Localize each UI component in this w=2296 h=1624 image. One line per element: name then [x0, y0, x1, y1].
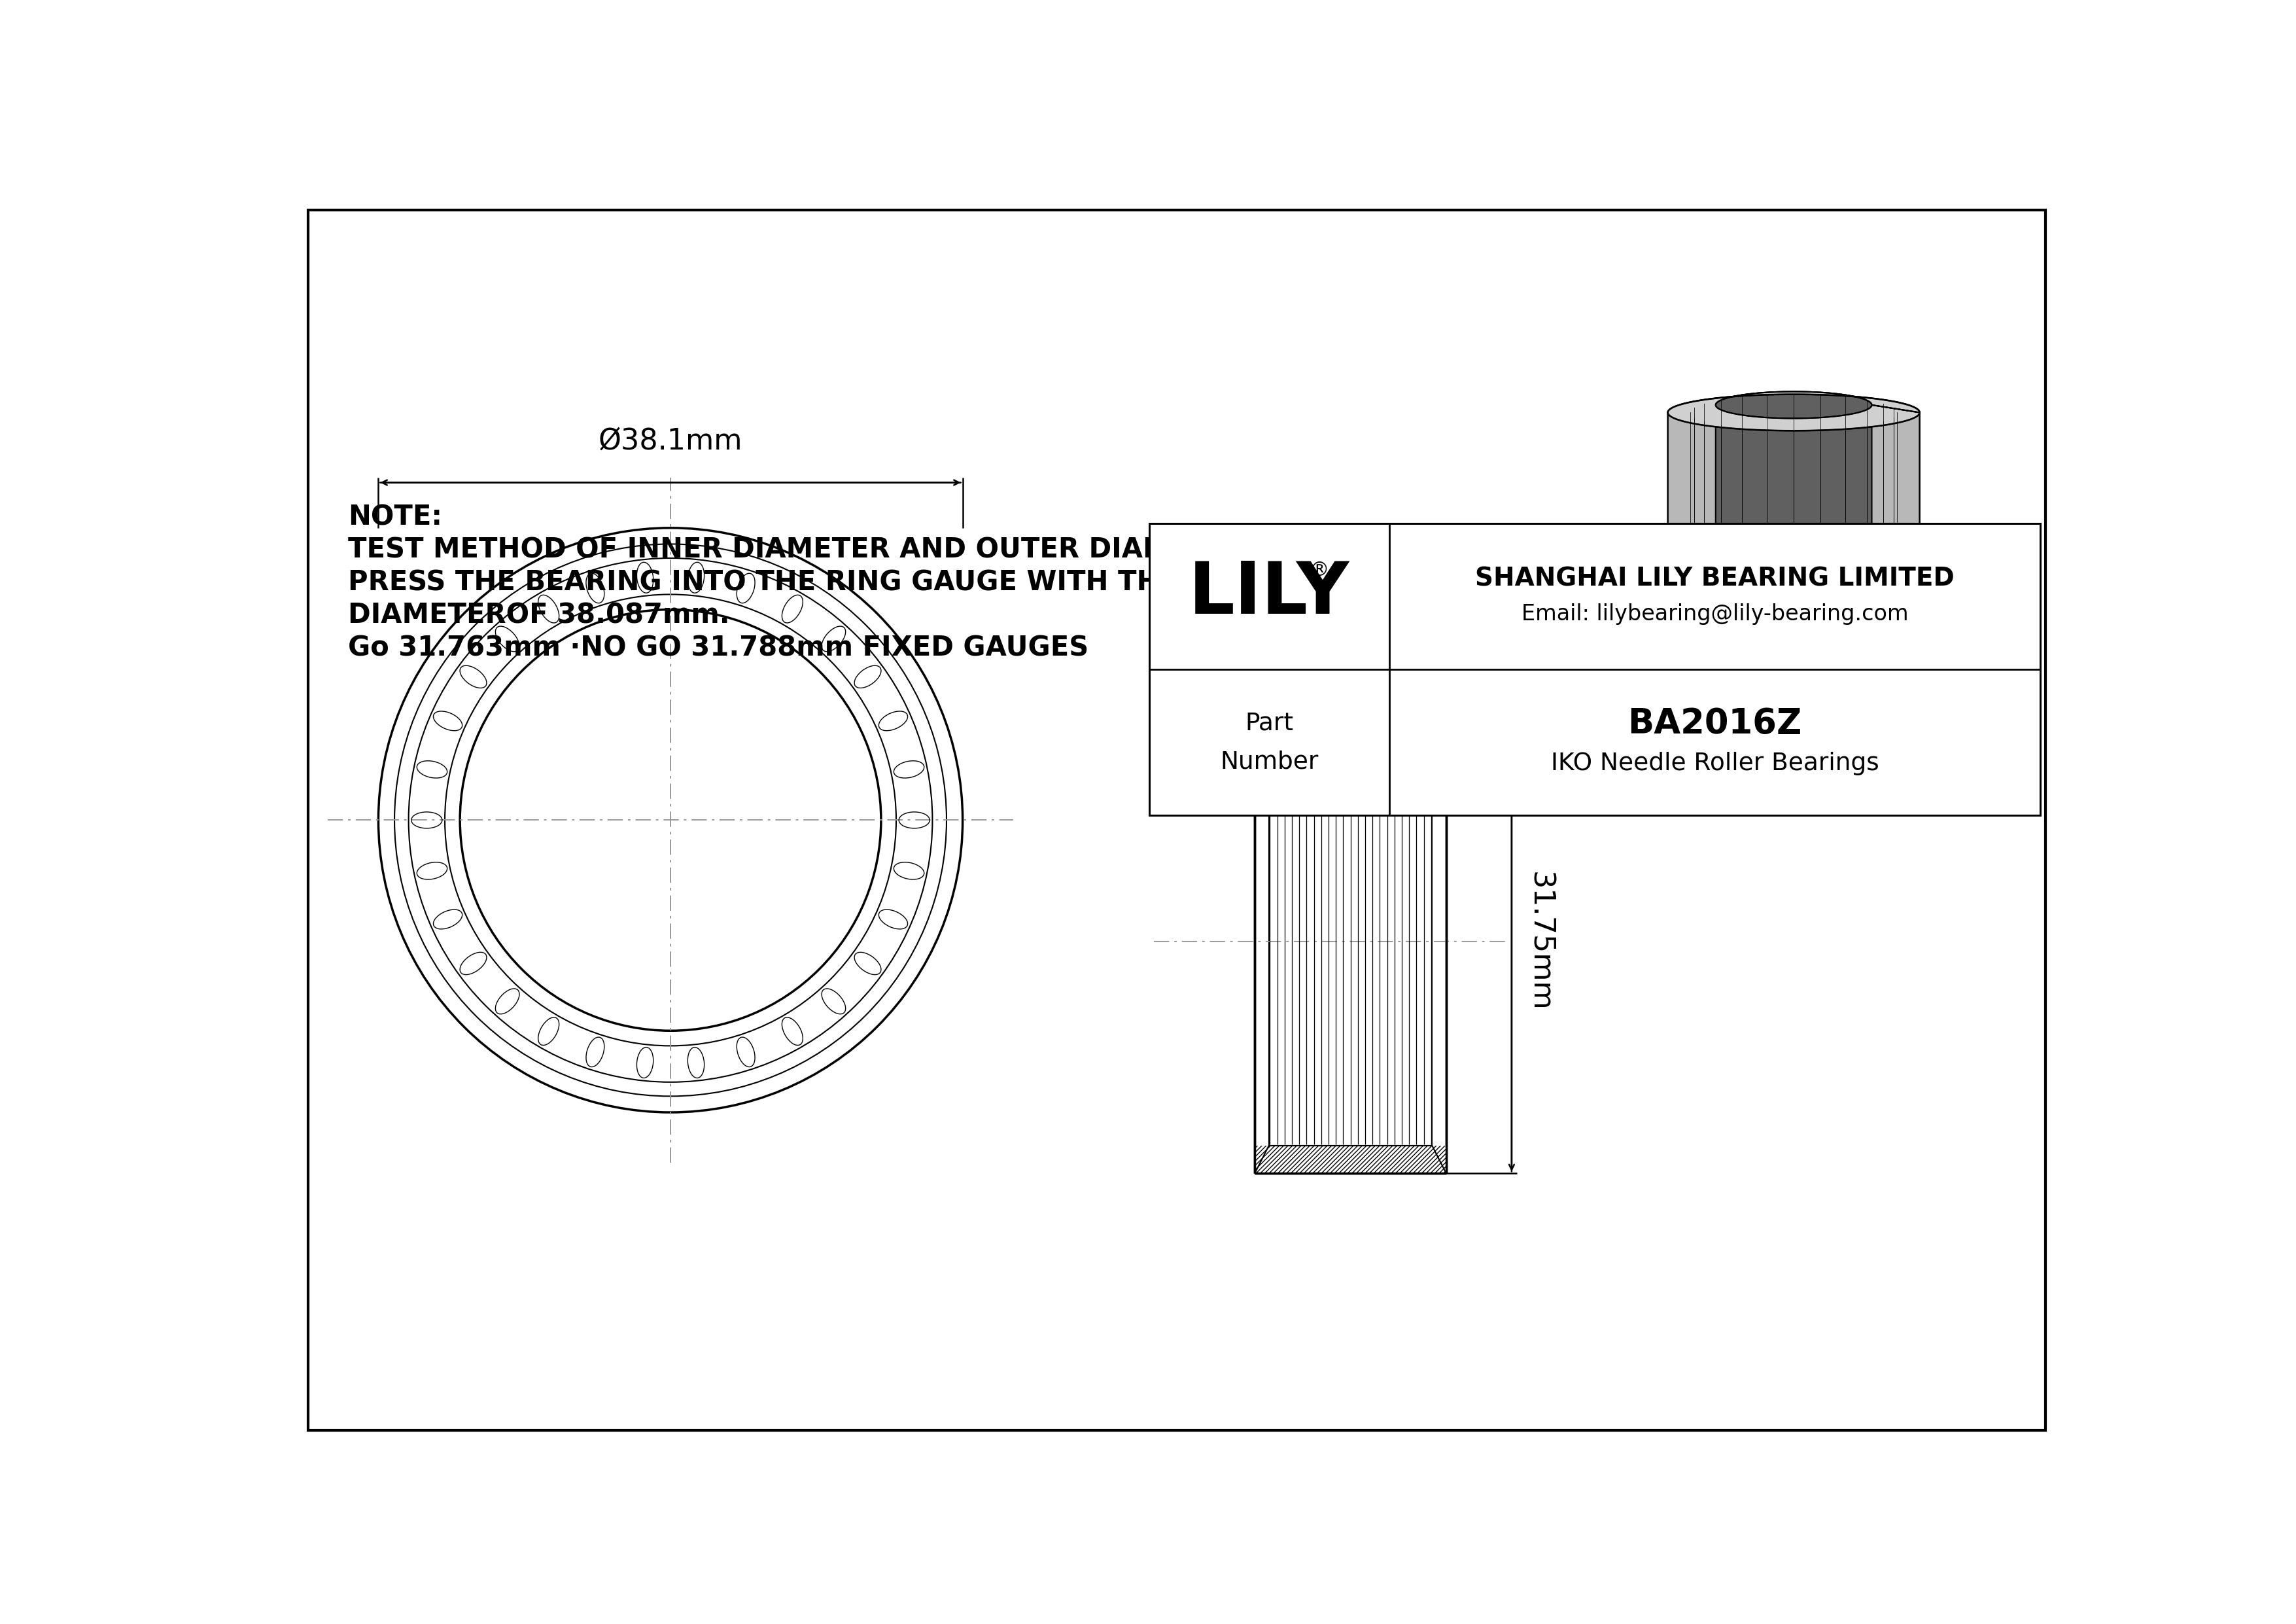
Polygon shape [1667, 395, 1919, 564]
Text: TEST METHOD OF INNER DIAMETER AND OUTER DIAMETER.: TEST METHOD OF INNER DIAMETER AND OUTER … [349, 536, 1258, 564]
Text: BA2016Z: BA2016Z [1628, 706, 1802, 741]
Text: 25.4mm: 25.4mm [1290, 611, 1412, 640]
Text: DIAMETEROF 38.087mm.: DIAMETEROF 38.087mm. [349, 601, 730, 628]
Text: 31.75mm: 31.75mm [1525, 872, 1554, 1012]
Text: Email: lilybearing@lily-bearing.com: Email: lilybearing@lily-bearing.com [1522, 603, 1908, 625]
Polygon shape [1715, 391, 1871, 555]
Text: IKO Needle Roller Bearings: IKO Needle Roller Bearings [1550, 752, 1878, 776]
Text: Ø38.1mm: Ø38.1mm [599, 427, 742, 455]
Bar [1256, 1145, 1446, 1173]
Text: PRESS THE BEARING INTO THE RING GAUGE WITH THE INNER: PRESS THE BEARING INTO THE RING GAUGE WI… [349, 568, 1283, 596]
Bar [1256, 710, 1446, 737]
Text: LILY: LILY [1189, 559, 1350, 628]
Text: SHANGHAI LILY BEARING LIMITED: SHANGHAI LILY BEARING LIMITED [1476, 567, 1954, 591]
Text: ®: ® [1309, 560, 1329, 580]
Text: Go 31.763mm ·NO GO 31.788mm FIXED GAUGES: Go 31.763mm ·NO GO 31.788mm FIXED GAUGES [349, 635, 1088, 661]
Text: NOTE:: NOTE: [349, 503, 443, 531]
Text: Part
Number: Part Number [1219, 711, 1318, 773]
Bar [1148, 523, 2041, 815]
Polygon shape [1667, 391, 1919, 430]
